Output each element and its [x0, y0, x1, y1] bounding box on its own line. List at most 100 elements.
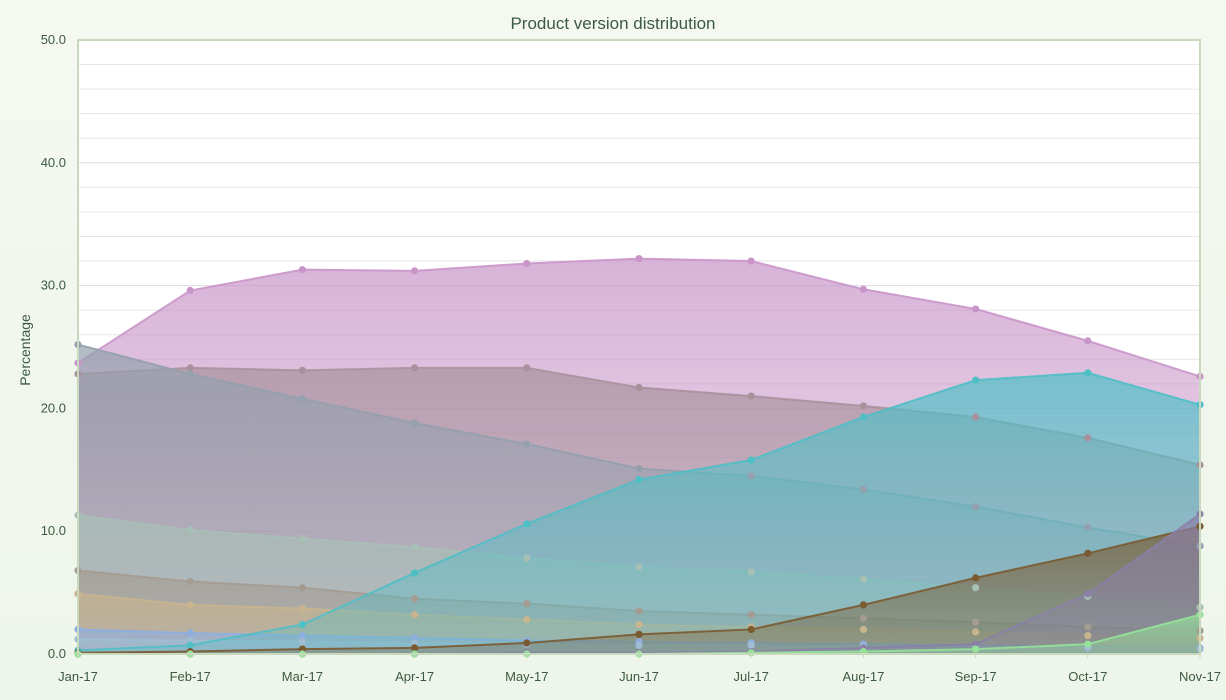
series-area: [78, 372, 1200, 654]
data-point[interactable]: [972, 376, 980, 384]
chart-title: Product version distribution: [510, 14, 715, 33]
x-tick-label: May-17: [505, 669, 548, 684]
series-area: [78, 526, 1200, 654]
data-point[interactable]: [1084, 623, 1092, 631]
data-point[interactable]: [411, 267, 419, 275]
data-point[interactable]: [523, 259, 531, 268]
data-point[interactable]: [635, 254, 643, 263]
data-point[interactable]: [411, 611, 419, 619]
x-tick-label: Jan-17: [58, 669, 98, 684]
data-point[interactable]: [523, 600, 531, 608]
data-point[interactable]: [972, 305, 980, 313]
data-point[interactable]: [635, 563, 643, 571]
data-point[interactable]: [1084, 523, 1092, 532]
data-point[interactable]: [747, 472, 755, 480]
y-tick-label: 10.0: [41, 523, 66, 538]
data-point[interactable]: [859, 601, 868, 609]
data-point[interactable]: [186, 286, 194, 295]
data-point[interactable]: [298, 620, 306, 629]
data-point[interactable]: [859, 625, 868, 634]
data-point[interactable]: [523, 616, 531, 624]
data-point[interactable]: [186, 526, 194, 534]
data-point[interactable]: [747, 641, 755, 650]
data-point[interactable]: [1084, 434, 1092, 442]
x-axis-ticks: Jan-17 Feb-17 Mar-17 Apr-17 May-17 Jun-17 Jul-…: [58, 654, 1221, 684]
y-tick-label: 40.0: [41, 155, 66, 170]
data-point[interactable]: [298, 631, 306, 640]
data-point[interactable]: [859, 575, 868, 583]
data-point[interactable]: [186, 629, 194, 637]
data-point[interactable]: [747, 625, 755, 634]
data-point[interactable]: [1084, 549, 1092, 557]
x-tick-label: Nov-17: [1179, 669, 1221, 684]
y-tick-label: 20.0: [41, 400, 66, 415]
data-point[interactable]: [635, 464, 643, 473]
data-point[interactable]: [186, 577, 194, 586]
data-point[interactable]: [523, 364, 531, 372]
data-point[interactable]: [1084, 369, 1092, 377]
data-point[interactable]: [1084, 640, 1092, 648]
data-point[interactable]: [411, 644, 419, 652]
data-point[interactable]: [635, 383, 643, 392]
x-tick-label: Mar-17: [282, 669, 323, 684]
data-point[interactable]: [411, 569, 419, 577]
data-point[interactable]: [523, 520, 531, 528]
data-point[interactable]: [186, 370, 194, 378]
data-point[interactable]: [635, 607, 643, 615]
data-point[interactable]: [298, 584, 306, 592]
data-point[interactable]: [859, 402, 868, 410]
data-point[interactable]: [298, 394, 306, 403]
data-point[interactable]: [523, 554, 531, 562]
data-point[interactable]: [635, 630, 643, 638]
data-point[interactable]: [747, 392, 755, 400]
data-point[interactable]: [298, 638, 306, 646]
data-point[interactable]: [298, 366, 306, 374]
y-axis-title: Percentage: [17, 314, 33, 386]
data-point[interactable]: [859, 614, 868, 622]
data-point[interactable]: [972, 628, 980, 636]
data-point[interactable]: [1084, 590, 1092, 598]
x-tick-label: Feb-17: [170, 669, 211, 684]
data-point[interactable]: [411, 543, 419, 551]
data-point[interactable]: [298, 534, 306, 543]
x-tick-label: Sep-17: [955, 669, 997, 684]
data-point[interactable]: [747, 456, 755, 464]
data-point[interactable]: [859, 413, 868, 421]
data-point[interactable]: [859, 285, 868, 293]
data-point[interactable]: [523, 440, 531, 448]
data-point[interactable]: [186, 364, 194, 372]
x-tick-label: Oct-17: [1068, 669, 1107, 684]
data-point[interactable]: [1084, 631, 1092, 640]
data-point[interactable]: [747, 611, 755, 619]
data-point[interactable]: [972, 618, 980, 626]
y-tick-label: 50.0: [41, 32, 66, 47]
data-point[interactable]: [411, 595, 419, 603]
series-areas: [77, 257, 1201, 655]
data-point[interactable]: [186, 641, 194, 650]
data-point[interactable]: [298, 266, 306, 274]
data-point[interactable]: [972, 413, 980, 421]
x-tick-label: Jul-17: [733, 669, 768, 684]
data-point[interactable]: [972, 584, 980, 592]
data-point[interactable]: [972, 645, 980, 653]
data-point[interactable]: [298, 604, 306, 613]
data-point[interactable]: [1084, 337, 1092, 345]
data-point[interactable]: [747, 568, 755, 576]
y-tick-label: 30.0: [41, 278, 66, 293]
data-point[interactable]: [859, 485, 868, 494]
data-point[interactable]: [186, 601, 194, 609]
data-point[interactable]: [411, 364, 419, 372]
data-point[interactable]: [635, 476, 643, 484]
x-tick-label: Jun-17: [619, 669, 659, 684]
data-point[interactable]: [523, 639, 531, 647]
data-point[interactable]: [635, 620, 643, 629]
data-point[interactable]: [411, 419, 419, 427]
x-tick-label: Apr-17: [395, 669, 434, 684]
data-point[interactable]: [635, 641, 643, 650]
y-tick-label: 0.0: [48, 646, 66, 661]
data-point[interactable]: [972, 503, 980, 511]
data-point[interactable]: [972, 574, 980, 582]
data-point[interactable]: [747, 257, 755, 265]
